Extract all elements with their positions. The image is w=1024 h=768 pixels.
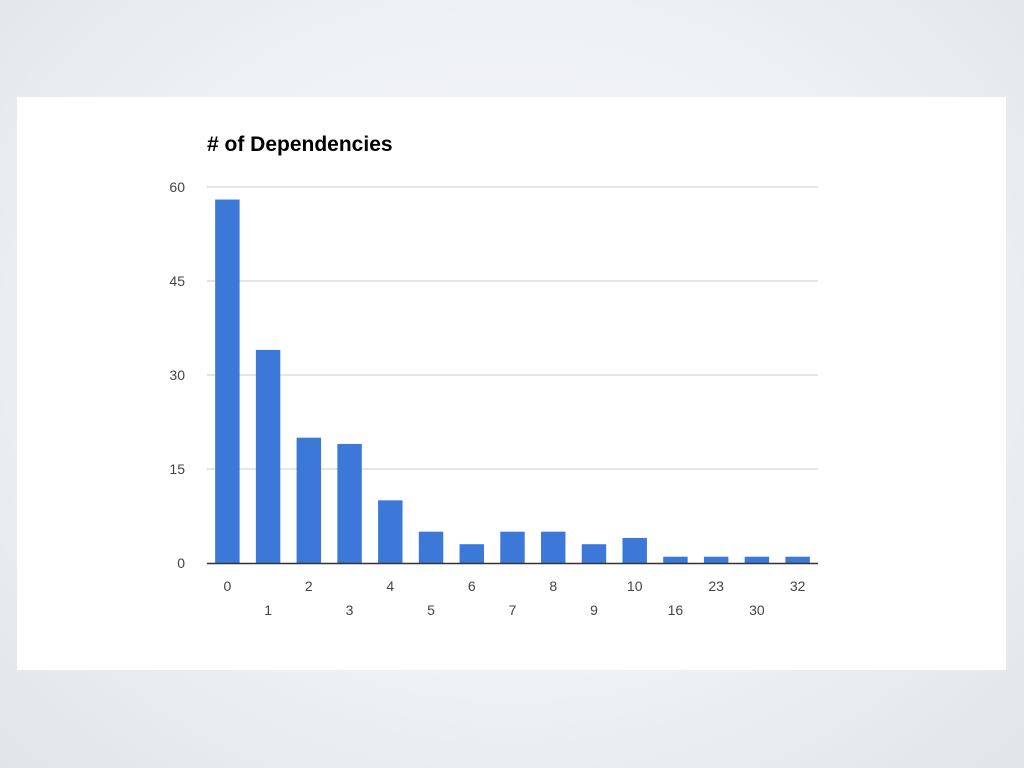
y-tick-label: 0 <box>177 555 185 571</box>
bar-6 <box>459 544 484 563</box>
x-tick-label: 0 <box>223 578 231 594</box>
bar-3 <box>337 443 362 563</box>
bar-23 <box>703 556 729 563</box>
y-tick-label: 15 <box>169 461 185 477</box>
bar-2 <box>296 437 322 563</box>
x-tick-label: 8 <box>549 578 557 594</box>
y-axis-ticks: 0 15 30 45 60 <box>169 179 185 571</box>
x-tick-label: 2 <box>305 578 313 594</box>
bar-9 <box>581 544 607 563</box>
y-tick-label: 45 <box>169 273 185 289</box>
bar-1 <box>255 349 281 563</box>
x-tick-label: 9 <box>590 602 598 618</box>
x-tick-label: 10 <box>627 578 643 594</box>
bars <box>215 199 810 563</box>
x-tick-label: 1 <box>264 602 272 618</box>
bar-8 <box>541 531 566 563</box>
bar-4 <box>378 500 403 563</box>
y-tick-label: 30 <box>169 367 185 383</box>
bar-7 <box>500 531 525 563</box>
slide-card: # of Dependencies 0 15 30 45 60 0 1 2 3 4 5 6 7 8 9 10… <box>17 97 1006 670</box>
bar-32 <box>785 556 810 563</box>
y-tick-label: 60 <box>169 179 185 195</box>
x-tick-label: 23 <box>708 578 724 594</box>
bar-0 <box>215 199 240 563</box>
gridlines <box>207 186 818 470</box>
chart-title: # of Dependencies <box>207 133 393 156</box>
x-tick-label: 7 <box>509 602 517 618</box>
bar-16 <box>663 556 688 563</box>
x-tick-label: 32 <box>790 578 806 594</box>
x-tick-label: 4 <box>386 578 394 594</box>
x-tick-label: 5 <box>427 602 435 618</box>
x-tick-label: 3 <box>346 602 354 618</box>
x-tick-label: 6 <box>468 578 476 594</box>
x-tick-label: 30 <box>749 602 765 618</box>
bar-10 <box>622 537 647 563</box>
bar-30 <box>744 556 770 563</box>
x-tick-label: 16 <box>668 602 684 618</box>
bar-5 <box>418 531 444 563</box>
